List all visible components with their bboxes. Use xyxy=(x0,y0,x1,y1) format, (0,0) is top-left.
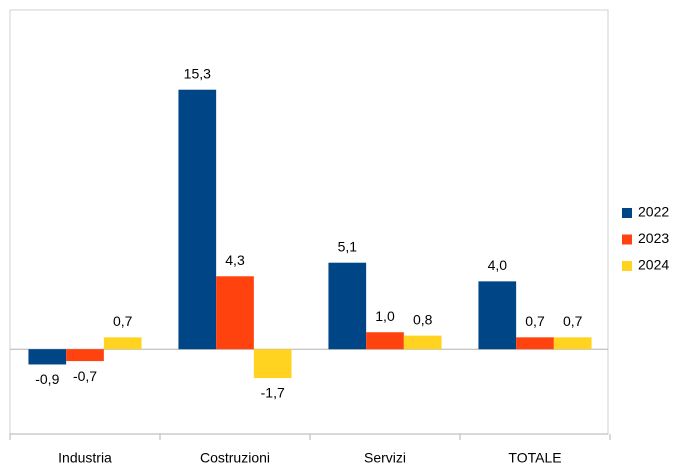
legend-label: 2023 xyxy=(638,230,669,246)
bar xyxy=(328,262,367,350)
x-tick-label: Industria xyxy=(58,450,112,464)
bar xyxy=(478,281,517,350)
bar xyxy=(403,335,442,350)
bar xyxy=(216,276,254,350)
legend-label: 2022 xyxy=(638,204,669,220)
bar xyxy=(103,337,142,350)
value-label: -0,7 xyxy=(73,368,97,384)
bar xyxy=(253,349,292,379)
value-label: 1,0 xyxy=(375,308,395,324)
value-label: -0,9 xyxy=(35,371,59,387)
plot-frame xyxy=(9,9,609,435)
x-tick-label: Costruzioni xyxy=(200,450,270,464)
value-label: 5,1 xyxy=(338,238,358,254)
bar xyxy=(178,89,217,350)
bar xyxy=(66,349,104,362)
bar xyxy=(366,332,404,350)
x-tick-label: TOTALE xyxy=(508,450,561,464)
value-label: 0,7 xyxy=(563,313,583,329)
value-label: 0,8 xyxy=(413,311,433,327)
value-label: 15,3 xyxy=(184,65,211,81)
legend-swatch xyxy=(622,261,632,271)
value-label: 0,7 xyxy=(113,313,133,329)
legend-swatch xyxy=(622,234,632,245)
value-label: 0,7 xyxy=(525,313,545,329)
bar xyxy=(553,337,592,350)
value-label: 4,0 xyxy=(488,257,508,273)
legend-swatch xyxy=(622,208,632,218)
legend-label: 2024 xyxy=(638,257,669,273)
value-label: 4,3 xyxy=(225,252,245,268)
value-label: -1,7 xyxy=(261,385,285,401)
bar xyxy=(28,349,67,365)
bar xyxy=(516,337,554,350)
x-tick-label: Servizi xyxy=(364,450,406,464)
